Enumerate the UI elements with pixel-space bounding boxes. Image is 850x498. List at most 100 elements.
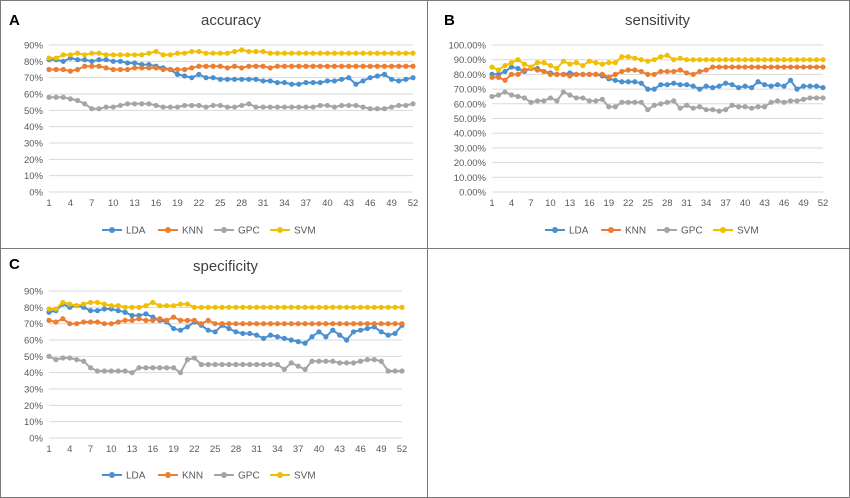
data-point-gpc: [260, 104, 266, 110]
y-tick-label: 10.00%: [454, 173, 487, 184]
series-line-svm: [49, 48, 413, 60]
data-point-knn: [46, 317, 52, 323]
data-point-svm: [174, 50, 181, 56]
x-tick-label: 25: [215, 198, 226, 209]
data-point-gpc: [632, 99, 638, 105]
data-point-gpc: [367, 106, 373, 112]
data-point-svm: [344, 304, 350, 310]
data-point-gpc: [567, 92, 573, 98]
data-point-knn: [593, 71, 599, 77]
data-point-knn: [157, 316, 163, 322]
data-point-svm: [129, 304, 135, 310]
data-point-lda: [89, 58, 95, 64]
data-point-knn: [344, 321, 350, 327]
data-point-svm: [182, 50, 188, 56]
data-point-gpc: [508, 92, 515, 98]
y-tick-label: 70.00%: [454, 85, 487, 96]
data-point-lda: [388, 76, 395, 82]
y-tick-label: 30%: [24, 385, 44, 396]
legend-label: LDA: [569, 226, 589, 237]
x-tick-label: 16: [584, 198, 595, 209]
data-point-knn: [60, 316, 66, 322]
data-point-svm: [360, 50, 366, 56]
data-point-gpc: [108, 368, 114, 374]
y-tick-label: 40%: [24, 122, 44, 133]
data-point-knn: [781, 64, 787, 70]
data-point-lda: [813, 83, 820, 89]
data-point-gpc: [281, 104, 288, 110]
legend-marker: [277, 472, 283, 478]
data-point-svm: [212, 304, 218, 310]
data-point-gpc: [281, 366, 287, 372]
data-point-lda: [638, 80, 644, 86]
x-tick-label: 22: [623, 198, 634, 209]
data-point-svm: [671, 57, 677, 63]
y-tick-label: 50.00%: [454, 114, 487, 125]
data-point-knn: [254, 321, 260, 327]
x-tick-label: 43: [759, 198, 770, 209]
data-point-knn: [110, 66, 116, 73]
legend-label: KNN: [625, 226, 646, 237]
x-tick-label: 22: [194, 198, 205, 209]
data-point-knn: [103, 65, 109, 71]
data-point-gpc: [710, 107, 716, 113]
data-point-lda: [612, 77, 618, 83]
data-point-gpc: [103, 104, 109, 110]
data-point-svm: [164, 303, 170, 309]
data-point-knn: [205, 317, 211, 323]
data-point-gpc: [110, 104, 116, 110]
data-point-gpc: [521, 95, 528, 101]
data-point-gpc: [139, 101, 145, 107]
data-point-knn: [353, 63, 359, 69]
legend-label: SVM: [737, 226, 759, 237]
data-point-svm: [53, 55, 59, 61]
data-point-svm: [388, 50, 395, 56]
legend-item-gpc: GPC: [657, 226, 703, 237]
data-point-svm: [625, 54, 631, 60]
data-point-svm: [716, 57, 722, 63]
data-point-knn: [560, 71, 566, 77]
data-point-svm: [593, 60, 599, 66]
data-point-svm: [554, 65, 560, 72]
data-point-knn: [723, 64, 729, 70]
data-point-gpc: [191, 355, 197, 361]
data-point-lda: [337, 332, 343, 338]
x-tick-label: 7: [528, 198, 533, 209]
data-point-knn: [153, 65, 159, 71]
data-point-svm: [560, 58, 566, 64]
data-point-svm: [184, 301, 191, 307]
data-point-lda: [117, 58, 123, 64]
data-point-gpc: [593, 98, 599, 104]
data-point-svm: [224, 50, 231, 56]
data-point-knn: [381, 63, 388, 69]
data-point-svm: [177, 301, 184, 307]
data-point-lda: [346, 75, 352, 81]
data-point-svm: [742, 57, 748, 63]
data-point-svm: [132, 52, 138, 58]
data-point-lda: [129, 312, 135, 319]
data-point-knn: [87, 319, 94, 325]
data-point-knn: [82, 63, 88, 69]
data-point-gpc: [346, 102, 352, 109]
data-point-lda: [508, 64, 515, 70]
legend-marker: [221, 472, 227, 478]
data-point-gpc: [60, 355, 66, 361]
data-point-knn: [794, 64, 800, 70]
data-point-lda: [182, 73, 188, 79]
data-point-knn: [619, 68, 625, 75]
data-point-gpc: [324, 102, 330, 109]
data-point-gpc: [136, 365, 142, 371]
data-point-gpc: [67, 96, 74, 102]
data-point-gpc: [150, 365, 156, 371]
data-point-svm: [46, 55, 52, 61]
data-point-svm: [87, 299, 94, 306]
data-point-lda: [260, 78, 266, 84]
data-point-knn: [716, 64, 722, 70]
data-point-knn: [184, 317, 191, 323]
data-point-knn: [317, 63, 323, 69]
data-point-knn: [364, 321, 370, 327]
x-tick-label: 4: [67, 444, 72, 455]
data-point-gpc: [344, 360, 350, 366]
data-point-gpc: [210, 102, 216, 109]
